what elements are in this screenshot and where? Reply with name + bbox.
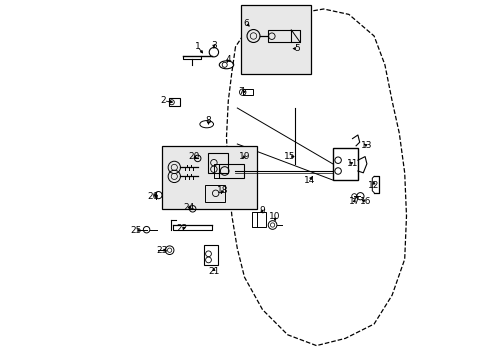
Text: 16: 16 xyxy=(360,197,371,206)
Bar xyxy=(267,30,291,42)
Text: 9: 9 xyxy=(258,206,264,215)
Text: 24: 24 xyxy=(183,202,194,212)
Text: 13: 13 xyxy=(361,141,372,150)
Text: 2: 2 xyxy=(161,96,166,105)
Text: 3: 3 xyxy=(211,41,216,50)
Text: 15: 15 xyxy=(283,152,295,161)
Bar xyxy=(332,148,357,180)
Text: 19: 19 xyxy=(238,152,250,161)
Text: 4: 4 xyxy=(225,55,231,64)
Text: 10: 10 xyxy=(269,212,280,220)
Text: 22: 22 xyxy=(176,224,187,233)
Text: 21: 21 xyxy=(208,267,219,276)
Bar xyxy=(219,164,244,178)
Text: 8: 8 xyxy=(205,116,211,125)
Bar xyxy=(208,153,228,173)
Bar xyxy=(241,5,310,74)
Bar xyxy=(204,185,224,202)
Text: 11: 11 xyxy=(346,159,358,168)
Text: 26: 26 xyxy=(147,192,158,201)
Text: 14: 14 xyxy=(303,176,314,185)
Bar xyxy=(204,245,218,265)
Text: 1: 1 xyxy=(194,42,200,51)
Bar xyxy=(168,98,180,106)
Text: 25: 25 xyxy=(131,226,142,235)
Text: 12: 12 xyxy=(367,181,379,190)
Bar xyxy=(243,89,253,95)
Text: 23: 23 xyxy=(156,246,167,255)
Text: 6: 6 xyxy=(244,19,249,28)
Bar xyxy=(162,146,257,209)
Bar xyxy=(257,212,265,227)
Text: 17: 17 xyxy=(348,197,359,206)
Text: 7: 7 xyxy=(238,87,244,96)
Text: 20: 20 xyxy=(188,152,200,161)
Text: 18: 18 xyxy=(217,186,228,195)
Text: 5: 5 xyxy=(294,44,299,53)
